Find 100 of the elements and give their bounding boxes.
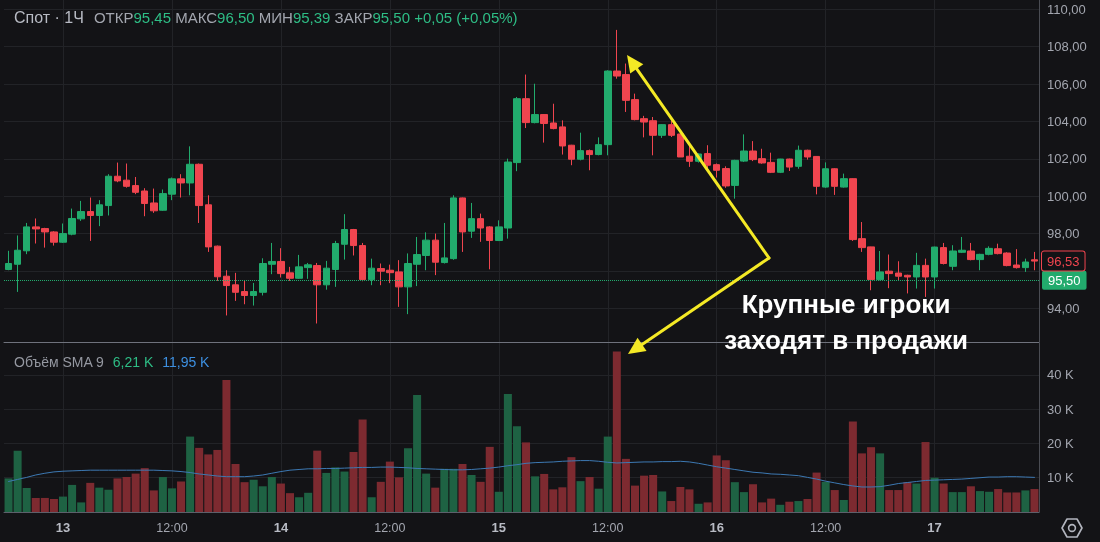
candlestick xyxy=(141,187,148,217)
candlestick xyxy=(186,145,194,196)
candlestick xyxy=(223,269,230,316)
candlestick xyxy=(195,163,203,224)
annotation: 6,21 K xyxy=(112,354,154,370)
candlestick xyxy=(205,194,212,253)
candlestick xyxy=(1022,258,1029,273)
y-tick-label: 10 K xyxy=(1047,470,1075,486)
text: Спот · 1Ч xyxy=(14,9,84,26)
candlestick xyxy=(922,258,929,298)
line-series xyxy=(8,460,1035,488)
x-tick-label: 17 xyxy=(927,520,942,535)
candlestick xyxy=(531,83,539,124)
candlestick xyxy=(813,155,820,195)
bar xyxy=(821,481,830,512)
candlestick xyxy=(967,242,975,261)
annotation: Крупные игроки заходят в продажи xyxy=(723,288,969,357)
bar xyxy=(794,501,803,512)
candlestick xyxy=(459,197,466,253)
candlestick xyxy=(586,149,593,171)
y-tick-label: 110,00 xyxy=(1047,1,1086,17)
candlestick xyxy=(486,225,493,270)
candlestick xyxy=(704,144,711,169)
candlestick xyxy=(831,167,838,196)
candlestick xyxy=(786,158,793,172)
candlestick xyxy=(214,245,221,282)
bar xyxy=(694,503,703,512)
y-tick-label: 94,00 xyxy=(1047,300,1080,316)
candlestick xyxy=(441,222,448,265)
candlestick xyxy=(904,274,911,294)
candlestick xyxy=(477,213,484,243)
bar xyxy=(576,481,585,512)
x-tick-label: 15 xyxy=(491,520,507,535)
candlestick xyxy=(177,173,185,199)
ref-line-label: 95,50 xyxy=(1048,272,1081,288)
candlestick xyxy=(232,272,239,302)
y-tick-label: 102,00 xyxy=(1047,151,1087,167)
candlestick xyxy=(341,213,348,261)
x-tick-label: 12:00 xyxy=(810,520,842,535)
candlestick xyxy=(450,194,457,261)
candlestick xyxy=(713,163,720,179)
bar xyxy=(803,498,812,512)
candlestick xyxy=(795,145,802,170)
candlestick xyxy=(940,242,947,265)
candlestick xyxy=(604,69,612,156)
bar xyxy=(830,490,839,512)
bar xyxy=(367,497,376,512)
candlestick xyxy=(522,74,530,129)
bar xyxy=(458,464,467,512)
text: ОТКР95,45 МАКС96,50 МИН95,39 ЗАКР95,50 +0,05 (+0,05%) xyxy=(93,9,518,26)
candlestick xyxy=(23,222,30,255)
x-tick-label: 13 xyxy=(55,520,71,535)
bar xyxy=(839,500,848,512)
bar xyxy=(313,450,322,512)
candlestick xyxy=(241,280,248,305)
candlestick xyxy=(123,163,130,189)
candlestick xyxy=(468,202,475,239)
candlestick xyxy=(658,123,666,139)
candlestick xyxy=(550,103,557,130)
candlestick xyxy=(5,250,12,271)
candlestick xyxy=(313,262,321,324)
candlestick xyxy=(114,162,121,183)
candlestick xyxy=(105,173,112,216)
y-tick-label: 106,00 xyxy=(1047,76,1087,92)
candlestick xyxy=(895,260,902,281)
candlestick xyxy=(668,120,675,138)
bar xyxy=(113,478,122,512)
bar xyxy=(431,487,440,512)
bar xyxy=(785,501,794,512)
candlestick xyxy=(359,242,366,282)
candlestick xyxy=(1031,251,1038,271)
bar xyxy=(876,453,885,512)
y-tick-label: 98,00 xyxy=(1047,226,1080,242)
bar xyxy=(930,477,939,512)
candlestick xyxy=(150,188,158,214)
x-tick-label: 12:00 xyxy=(592,520,624,535)
candlestick xyxy=(87,197,94,242)
candlestick xyxy=(595,136,602,156)
bar xyxy=(1030,489,1039,512)
candlestick xyxy=(577,132,584,161)
candlestick xyxy=(540,113,548,144)
candlestick xyxy=(1013,248,1020,270)
y-tick-label: 108,00 xyxy=(1047,39,1087,55)
bar xyxy=(912,483,921,512)
text: Объём SMA 9 xyxy=(14,354,104,370)
bar xyxy=(522,442,531,512)
candlestick xyxy=(686,144,693,168)
candlestick xyxy=(885,254,893,289)
candlestick xyxy=(777,158,784,174)
bar xyxy=(776,504,785,512)
bar xyxy=(186,436,195,512)
bar xyxy=(177,481,186,512)
candlestick xyxy=(432,233,439,276)
bar xyxy=(531,476,540,512)
candlestick xyxy=(559,119,566,156)
x-tick-label: 12:00 xyxy=(374,520,406,535)
bar xyxy=(585,477,594,512)
y-tick-label: 20 K xyxy=(1047,435,1075,451)
candlestick xyxy=(722,165,730,189)
x-tick-label: 16 xyxy=(709,520,724,535)
